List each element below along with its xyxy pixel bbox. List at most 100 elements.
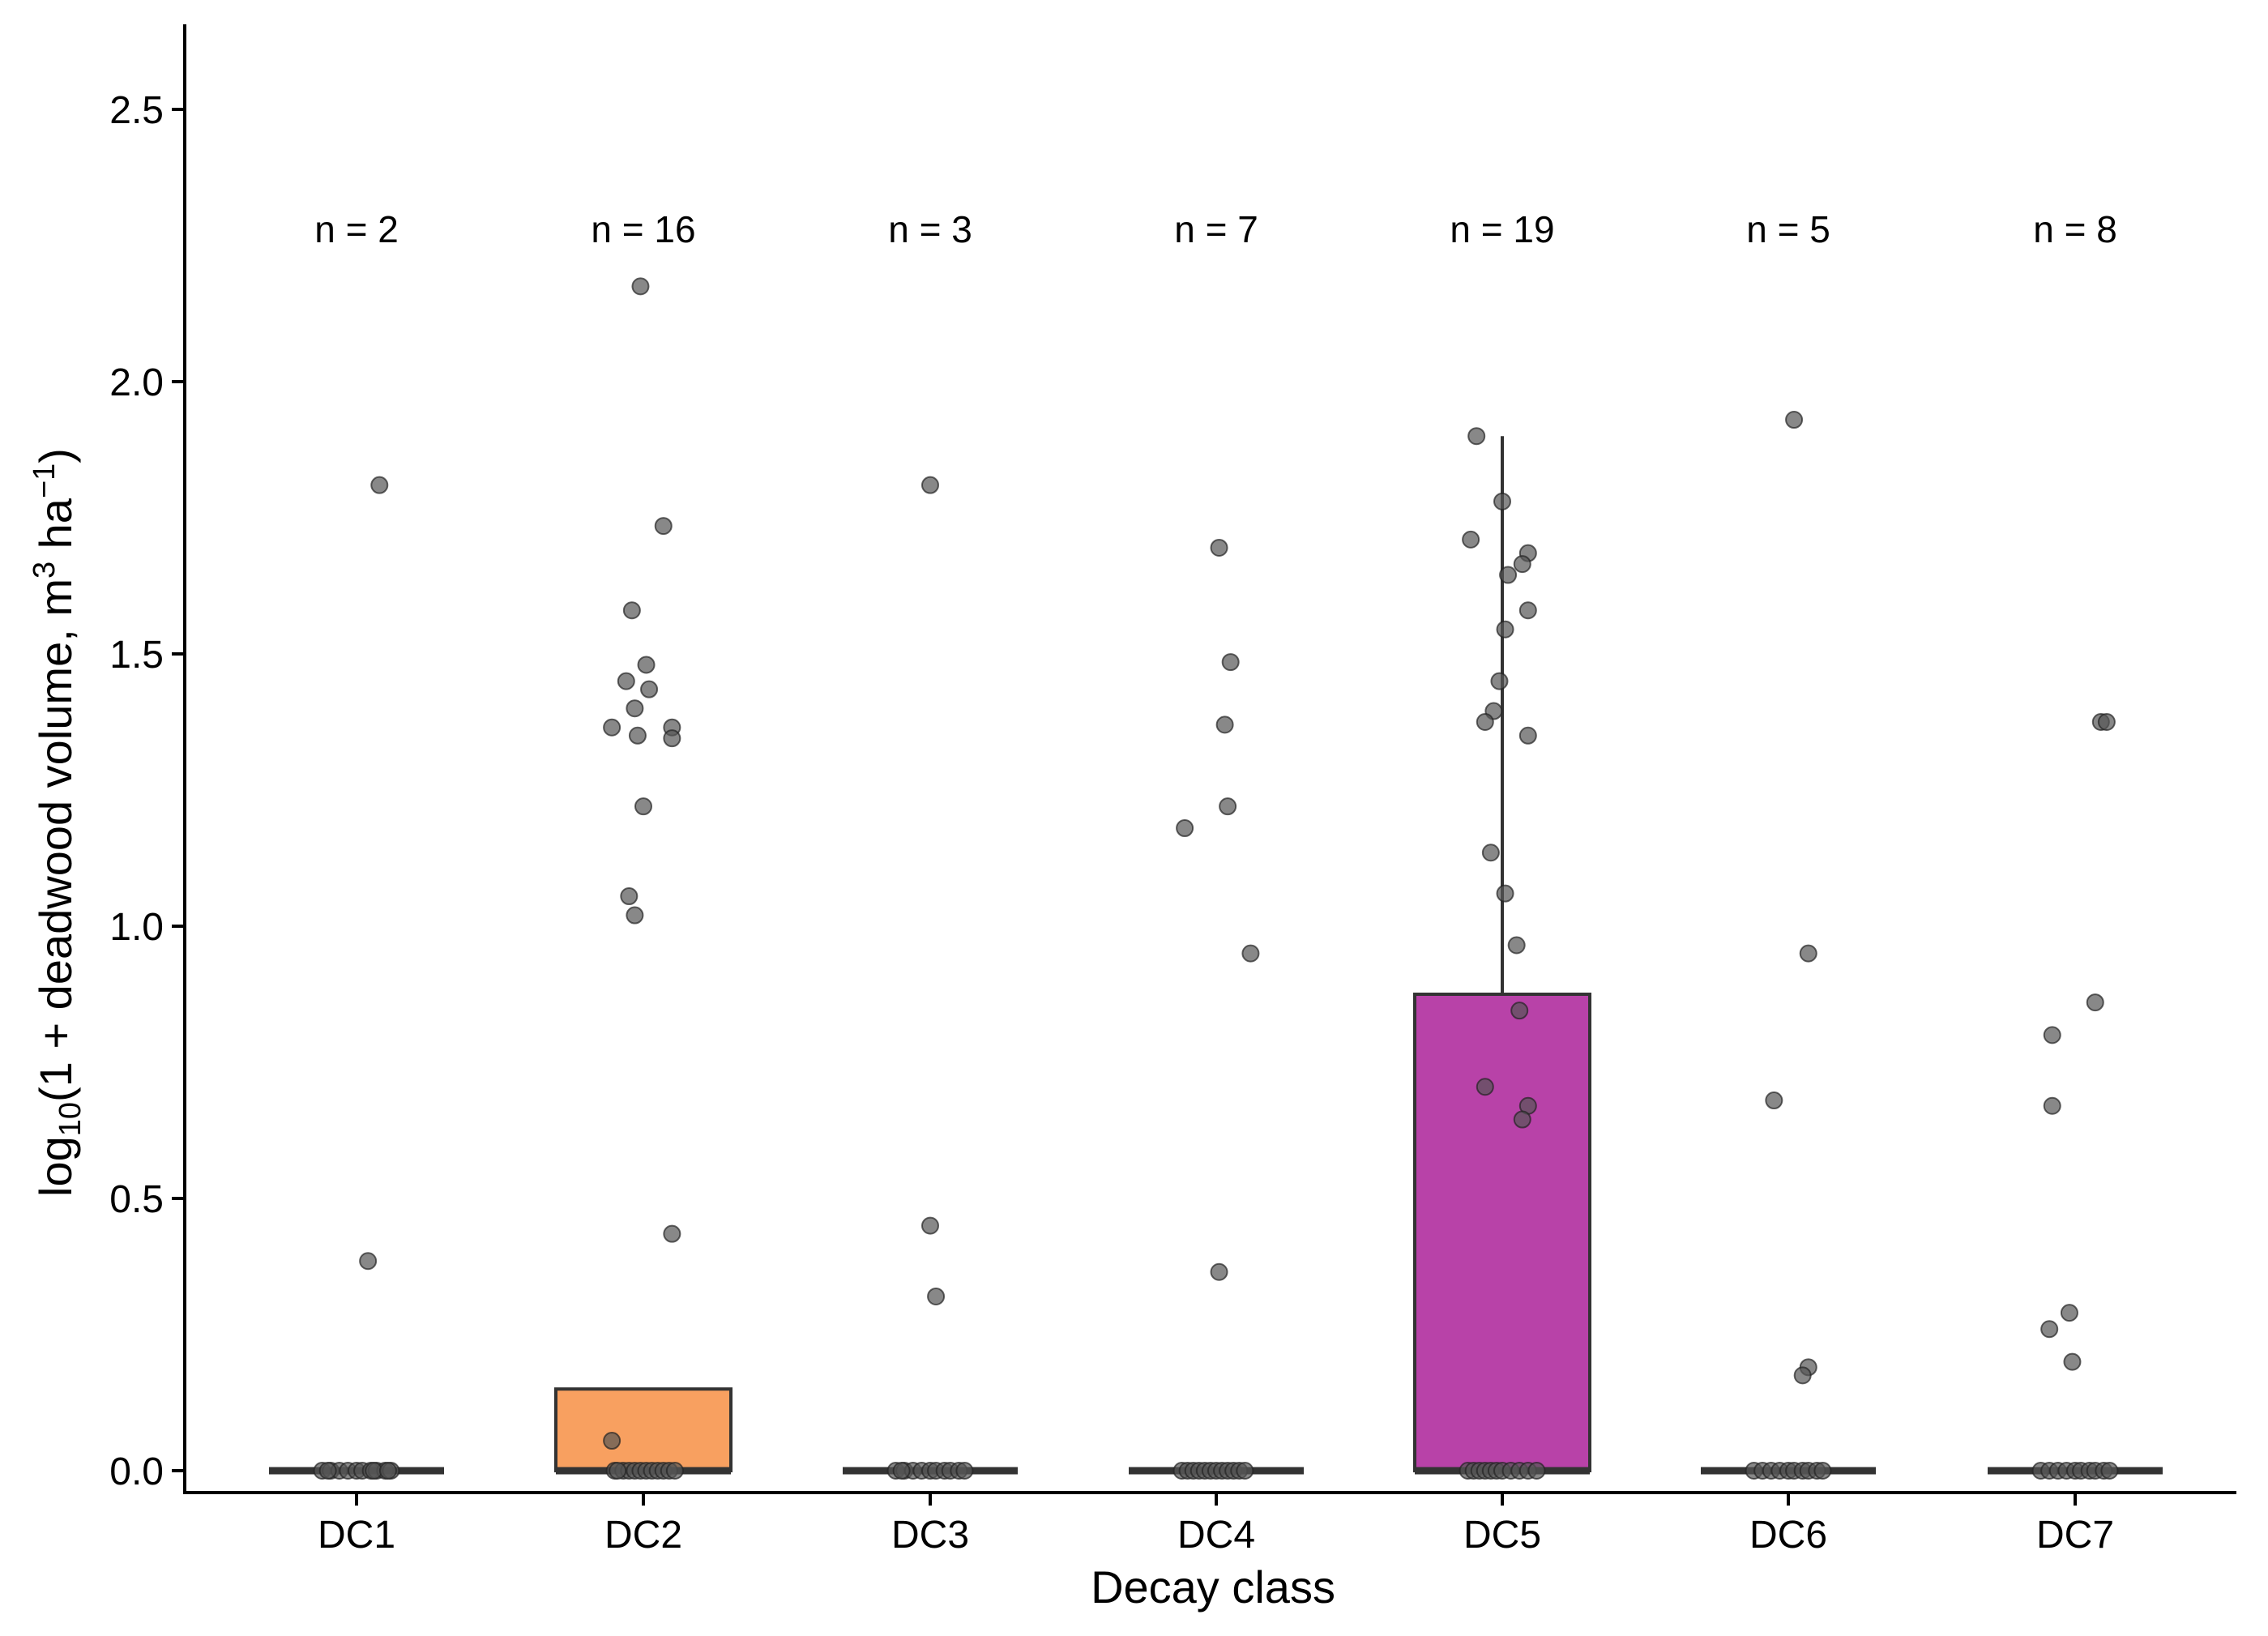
data-point: [1813, 1462, 1832, 1480]
box-rect: [1413, 993, 1591, 1472]
data-point: [663, 1224, 681, 1243]
y-axis-title-mid: (1 + deadwood volume, m: [30, 579, 81, 1102]
x-tick-label-dc1: DC1: [318, 1514, 395, 1557]
points-dc6: [1745, 411, 1832, 1480]
x-tick-label-dc6: DC6: [1749, 1514, 1827, 1557]
y-axis-title-sup-neg1: −1: [28, 463, 62, 498]
data-point: [892, 1462, 911, 1480]
data-point: [1210, 1262, 1228, 1281]
points-dc5: [1459, 427, 1546, 1480]
y-axis-title-suffix: ): [30, 448, 81, 463]
boxes-layer: [269, 436, 2163, 1475]
count-label-dc5: n = 19: [1450, 208, 1554, 250]
data-point: [1496, 620, 1514, 639]
y-tick-label: 2.0: [109, 361, 164, 404]
data-point: [1241, 944, 1260, 963]
y-tick-label: 1.0: [109, 906, 164, 949]
data-point: [2040, 1320, 2059, 1339]
data-point: [2097, 713, 2116, 731]
data-point: [1476, 1078, 1494, 1096]
data-point: [665, 1462, 684, 1480]
x-tick-label-dc2: DC2: [604, 1514, 682, 1557]
data-point: [1493, 492, 1511, 510]
data-point: [318, 1462, 337, 1480]
data-point: [654, 517, 673, 536]
data-point: [1510, 1002, 1529, 1020]
data-point: [359, 1252, 378, 1271]
data-point: [1221, 653, 1240, 672]
count-label-dc3: n = 3: [888, 208, 972, 250]
data-point: [1236, 1462, 1254, 1480]
data-point: [1219, 797, 1237, 816]
data-point: [1462, 530, 1480, 549]
y-tick-label: 0.5: [109, 1178, 164, 1221]
data-point: [955, 1462, 974, 1480]
y-tick-label: 1.5: [109, 634, 164, 677]
data-point: [640, 680, 659, 698]
data-point: [1785, 411, 1804, 429]
data-point: [1210, 538, 1228, 557]
x-tick-label-dc5: DC5: [1463, 1514, 1541, 1557]
box-rect: [554, 1387, 733, 1472]
data-point: [1527, 1462, 1546, 1480]
data-point: [637, 656, 656, 674]
count-label-dc6: n = 5: [1746, 208, 1830, 250]
data-point: [927, 1287, 946, 1305]
box-dc5: [1413, 436, 1591, 1475]
data-point: [1496, 884, 1514, 903]
data-point: [626, 699, 644, 718]
y-tick-label: 0.0: [109, 1450, 164, 1493]
axes: [183, 24, 2236, 1494]
data-point: [1518, 601, 1537, 620]
data-point: [378, 1462, 397, 1480]
data-point: [603, 718, 621, 737]
x-axis-title: Decay class: [1091, 1561, 1335, 1613]
data-point: [1481, 844, 1500, 862]
data-point: [631, 277, 650, 296]
count-label-dc7: n = 8: [2033, 208, 2117, 250]
points-dc7: [2031, 713, 2119, 1480]
data-point: [622, 601, 641, 620]
points-dc4: [1172, 538, 1260, 1480]
data-point: [2086, 993, 2104, 1012]
count-label-dc4: n = 7: [1174, 208, 1258, 250]
y-axis-title-prefix-sub: 10: [53, 1102, 88, 1136]
data-point: [617, 672, 635, 690]
data-point: [1467, 427, 1486, 446]
y-tick-label: 2.5: [109, 89, 164, 132]
data-point: [603, 1432, 621, 1450]
data-point: [1765, 1091, 1783, 1110]
y-axis-title-prefix: log: [30, 1136, 81, 1197]
data-point: [1176, 819, 1194, 838]
data-point: [1499, 566, 1518, 584]
box-dc2: [554, 1387, 733, 1475]
data-point: [2043, 1096, 2061, 1115]
points-dc2: [603, 277, 684, 1480]
y-axis-title-sup-3: 3: [28, 562, 62, 579]
data-point: [634, 797, 652, 816]
data-point: [2060, 1304, 2078, 1322]
data-point: [1215, 715, 1234, 734]
data-point: [2063, 1352, 2082, 1371]
data-point: [921, 476, 939, 494]
data-point: [1507, 936, 1526, 955]
count-label-dc2: n = 16: [591, 208, 695, 250]
x-tick-label-dc4: DC4: [1177, 1514, 1255, 1557]
points-layer: [313, 277, 2119, 1480]
data-point: [1793, 1366, 1812, 1385]
data-point: [1513, 555, 1531, 574]
points-dc1: [313, 476, 400, 1480]
count-label-dc1: n = 2: [314, 208, 399, 250]
data-point: [663, 729, 681, 748]
data-point: [1799, 944, 1817, 963]
data-point: [1476, 713, 1494, 731]
data-point: [626, 906, 644, 925]
data-point: [1513, 1110, 1531, 1129]
points-dc3: [886, 476, 974, 1480]
y-axis-title: log10(1 + deadwood volume, m3 ha−1): [28, 448, 88, 1197]
x-tick-label-dc7: DC7: [2036, 1514, 2114, 1557]
ticks-layer: 0.0 0.5 1.0 1.5 2.0 2.5 DC1 DC2 DC3 DC4 DC5 DC6 DC7: [109, 89, 2114, 1557]
data-point: [620, 887, 639, 906]
data-point: [370, 476, 389, 494]
data-point: [628, 726, 647, 745]
